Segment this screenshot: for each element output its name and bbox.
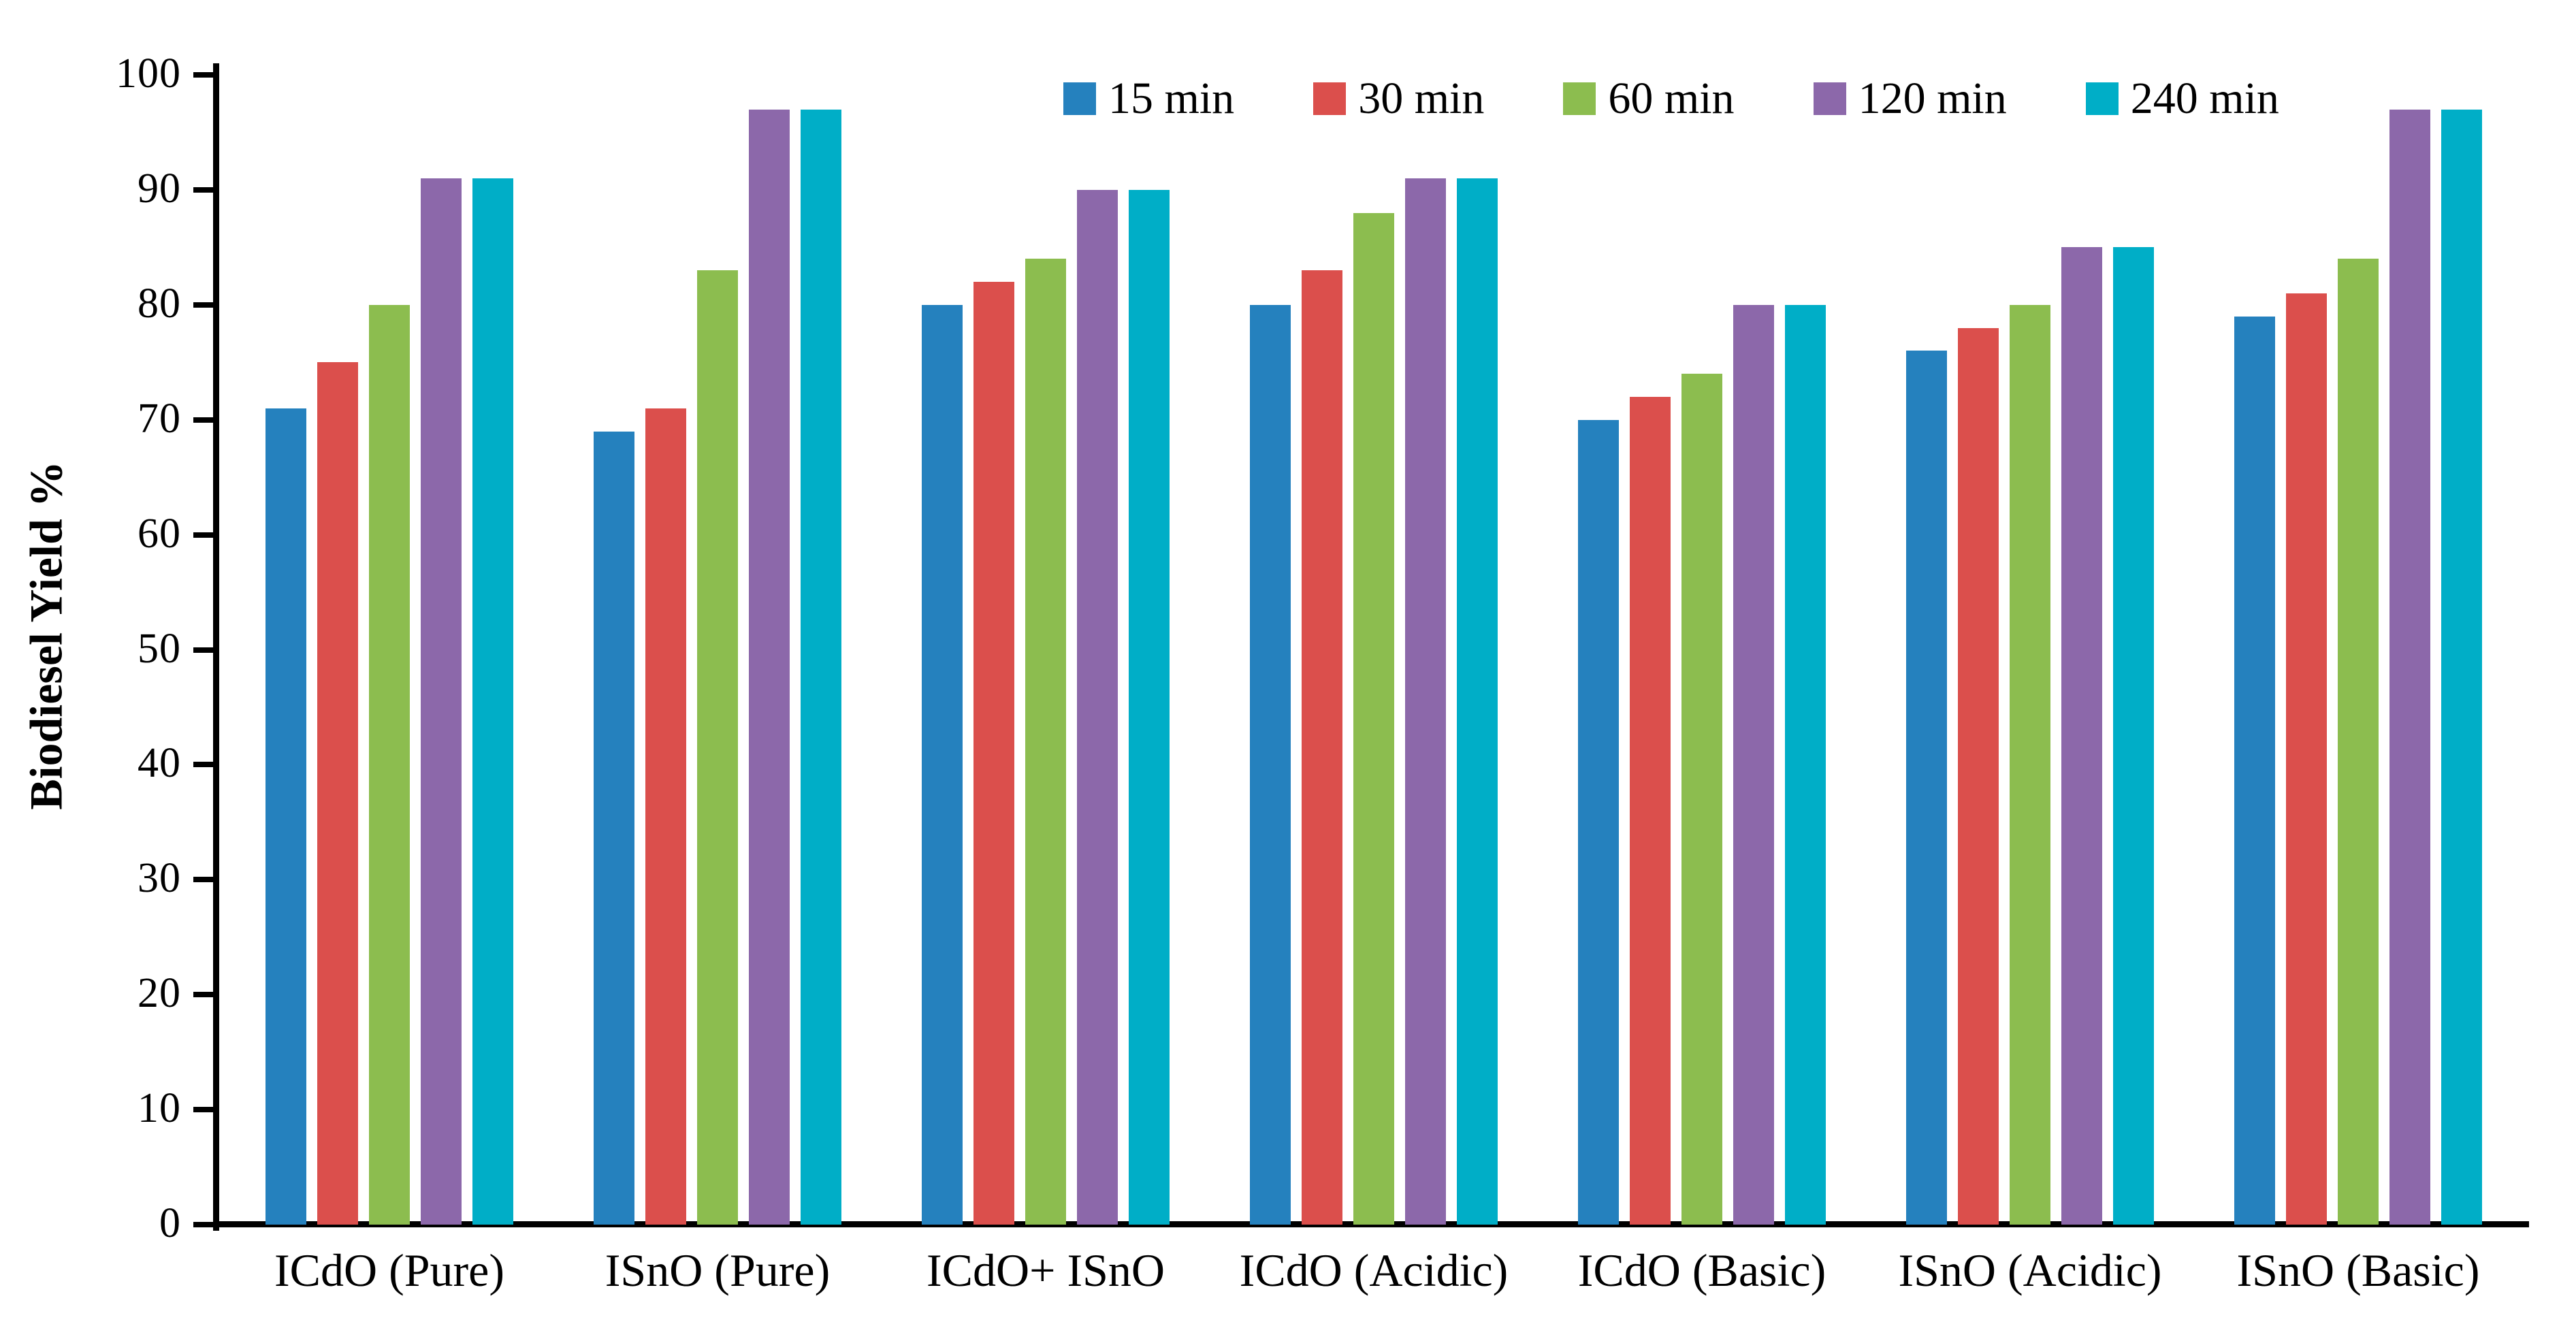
bar-isno-pure-120-min [749, 109, 790, 1225]
bar-isno-acidic-15-min [1906, 351, 1947, 1225]
bar-isno-basic-60-min [2338, 259, 2379, 1225]
bar-isno-basic-30-min [2286, 293, 2327, 1225]
y-axis-tick-90 [193, 187, 219, 193]
bar-icdo-basic-30-min [1630, 396, 1671, 1225]
x-axis-category-label-isno-acidic: ISnO (Acidic) [1898, 1244, 2162, 1296]
legend-label-240-min: 240 min [2130, 74, 2279, 123]
y-axis-tick-label-0: 0 [159, 1200, 181, 1246]
bar-icdo-basic-240-min [1785, 304, 1826, 1225]
bar-icdo-basic-60-min [1681, 374, 1722, 1225]
bar-icdo-pure-60-min [369, 304, 410, 1225]
y-axis-tick-60 [193, 532, 219, 538]
chart-legend: 15 min 30 min 60 min 120 min 240 min [1063, 76, 2279, 121]
bar-icdo-isno-15-min [922, 304, 963, 1225]
bar-isno-basic-15-min [2234, 316, 2275, 1225]
bar-icdo-pure-120-min [421, 178, 462, 1225]
bar-icdo-pure-15-min [265, 408, 306, 1225]
legend-swatch-icon-15-min [1063, 82, 1096, 115]
y-axis-tick-label-60: 60 [138, 510, 181, 557]
legend-label-120-min: 120 min [1858, 74, 2007, 123]
x-axis-category-label-isno-basic: ISnO (Basic) [2236, 1244, 2480, 1296]
y-axis-tick-label-30: 30 [138, 855, 181, 902]
bar-icdo-acidic-30-min [1302, 270, 1342, 1225]
bar-isno-pure-15-min [594, 431, 634, 1225]
bar-isno-acidic-240-min [2113, 247, 2154, 1225]
y-axis-tick-70 [193, 417, 219, 423]
y-axis-tick-label-90: 90 [138, 165, 181, 212]
bar-icdo-acidic-240-min [1457, 178, 1498, 1225]
bar-isno-acidic-120-min [2061, 247, 2102, 1225]
legend-item-120-min: 120 min [1813, 74, 2007, 123]
y-axis-tick-10 [193, 1107, 219, 1113]
bar-icdo-isno-120-min [1077, 189, 1118, 1225]
bar-icdo-acidic-15-min [1250, 304, 1291, 1225]
bar-isno-acidic-30-min [1958, 327, 1999, 1225]
legend-item-60-min: 60 min [1563, 74, 1735, 123]
legend-item-240-min: 240 min [2085, 74, 2279, 123]
y-axis-tick-40 [193, 762, 219, 768]
legend-swatch-icon-240-min [2085, 82, 2119, 115]
x-axis-category-label-icdo-acidic: ICdO (Acidic) [1239, 1244, 1509, 1296]
y-axis-tick-label-50: 50 [138, 625, 181, 672]
bar-icdo-isno-240-min [1129, 189, 1170, 1225]
y-axis-tick-20 [193, 992, 219, 998]
bar-isno-pure-60-min [697, 270, 738, 1225]
x-axis-category-label-icdo-pure: ICdO (Pure) [274, 1244, 505, 1296]
legend-label-30-min: 30 min [1358, 74, 1485, 123]
y-axis-tick-label-70: 70 [138, 395, 181, 442]
legend-item-30-min: 30 min [1313, 76, 1484, 121]
y-axis-tick-label-20: 20 [138, 970, 181, 1017]
bar-isno-pure-240-min [801, 109, 841, 1225]
bar-icdo-acidic-60-min [1353, 212, 1394, 1225]
bar-icdo-acidic-120-min [1405, 178, 1446, 1225]
y-axis-tick-label-100: 100 [116, 50, 181, 97]
y-axis-tick-30 [193, 877, 219, 883]
bar-isno-pure-30-min [645, 408, 686, 1225]
bar-isno-basic-120-min [2389, 109, 2430, 1225]
y-axis-tick-label-40: 40 [138, 740, 181, 787]
legend-label-60-min: 60 min [1608, 74, 1735, 123]
y-axis-tick-label-10: 10 [138, 1085, 181, 1132]
y-axis-tick-label-80: 80 [138, 280, 181, 327]
y-axis-tick-100 [193, 72, 219, 78]
bar-isno-basic-240-min [2441, 109, 2482, 1225]
bar-icdo-basic-120-min [1733, 304, 1774, 1225]
legend-item-15-min: 15 min [1063, 76, 1234, 121]
y-axis-tick-80 [193, 302, 219, 308]
x-axis-category-label-icdo-isno: ICdO+ ISnO [926, 1244, 1165, 1296]
y-axis-tick-50 [193, 647, 219, 653]
legend-swatch-icon-60-min [1563, 82, 1596, 115]
bar-icdo-isno-60-min [1025, 259, 1066, 1225]
x-axis-category-label-icdo-basic: ICdO (Basic) [1577, 1244, 1826, 1296]
bar-icdo-isno-30-min [973, 282, 1014, 1225]
legend-swatch-icon-120-min [1813, 82, 1846, 115]
legend-swatch-icon-30-min [1313, 82, 1347, 115]
legend-label-15-min: 15 min [1108, 74, 1235, 123]
y-axis-tick-0 [193, 1222, 219, 1227]
x-axis-category-label-isno-pure: ISnO (Pure) [605, 1244, 831, 1296]
bar-icdo-pure-30-min [317, 362, 358, 1225]
bar-isno-acidic-60-min [2010, 304, 2050, 1225]
bar-icdo-basic-15-min [1578, 419, 1619, 1225]
bar-icdo-pure-240-min [472, 178, 513, 1225]
